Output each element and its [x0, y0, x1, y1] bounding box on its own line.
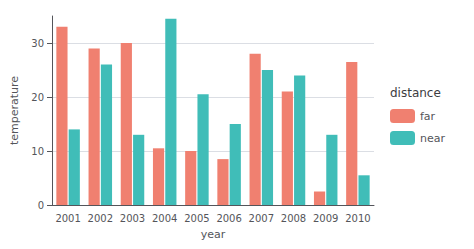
svg-text:distance: distance	[390, 86, 441, 100]
svg-text:year: year	[201, 228, 226, 241]
svg-text:2002: 2002	[88, 213, 113, 224]
svg-text:0: 0	[38, 200, 44, 211]
svg-text:20: 20	[31, 92, 44, 103]
svg-text:10: 10	[31, 146, 44, 157]
svg-text:30: 30	[31, 38, 44, 49]
svg-text:2007: 2007	[249, 213, 274, 224]
svg-text:2008: 2008	[281, 213, 306, 224]
svg-text:2009: 2009	[313, 213, 338, 224]
svg-text:2006: 2006	[216, 213, 241, 224]
svg-text:2005: 2005	[184, 213, 209, 224]
svg-text:2001: 2001	[55, 213, 80, 224]
svg-text:2004: 2004	[152, 213, 177, 224]
svg-text:2003: 2003	[120, 213, 145, 224]
svg-text:2010: 2010	[345, 213, 370, 224]
svg-text:near: near	[420, 132, 445, 145]
svg-text:far: far	[420, 110, 436, 123]
svg-text:temperature: temperature	[8, 76, 21, 145]
